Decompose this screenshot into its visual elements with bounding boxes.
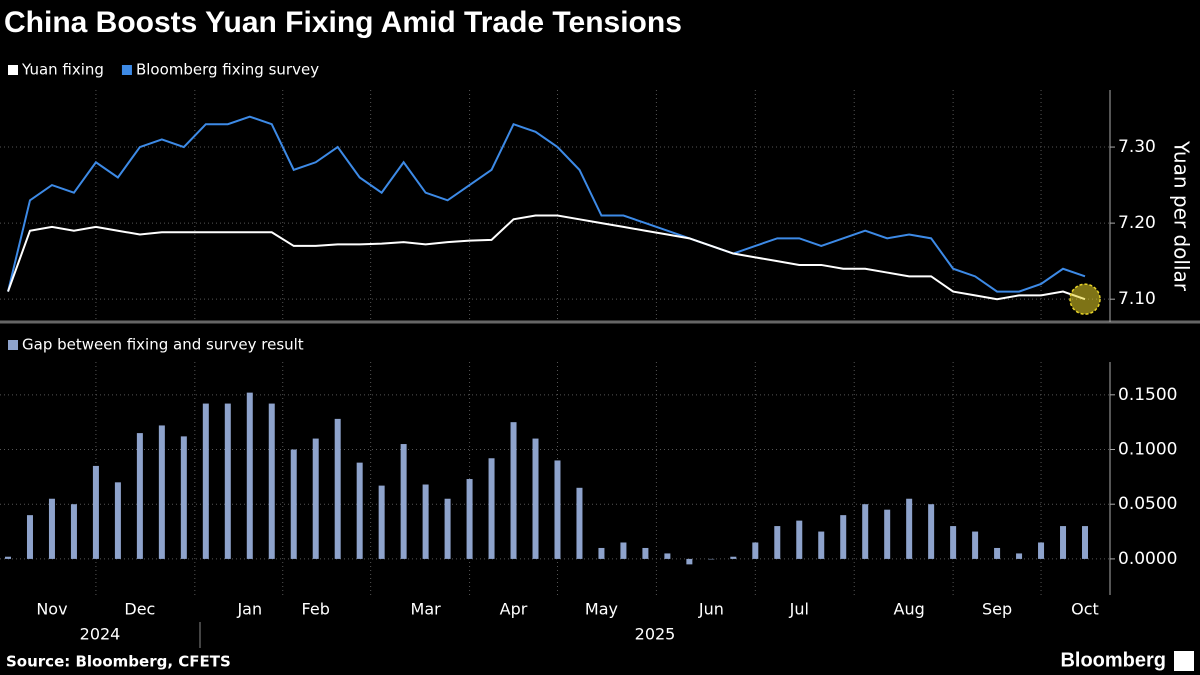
y-tick-label: 7.20	[1118, 213, 1156, 233]
y-tick-label: 0.0000	[1118, 549, 1177, 569]
bar	[1038, 542, 1045, 559]
y-tick-label: 7.30	[1118, 137, 1156, 157]
bar	[422, 484, 429, 559]
chart-title: China Boosts Yuan Fixing Amid Trade Tens…	[4, 6, 682, 39]
bar	[26, 515, 33, 559]
bar	[994, 547, 1001, 559]
bar	[862, 504, 869, 559]
series-line	[7, 115, 1086, 293]
bar	[444, 498, 451, 559]
bar	[246, 392, 253, 559]
x-tick-label: Jun	[698, 600, 724, 619]
bar	[928, 504, 935, 559]
bar	[5, 556, 11, 559]
bar	[1082, 526, 1088, 559]
bar	[620, 542, 627, 559]
bar	[554, 460, 561, 559]
y-tick-label: 0.1000	[1118, 440, 1177, 460]
x-tick-label: Aug	[894, 600, 925, 619]
bar	[884, 509, 891, 559]
bar	[818, 531, 825, 559]
bar	[730, 556, 737, 559]
bar	[1016, 553, 1023, 559]
legend-label: Bloomberg fixing survey	[136, 61, 319, 79]
x-tick-label: Apr	[500, 600, 528, 619]
bar	[664, 553, 671, 559]
x-tick-label: Nov	[36, 600, 67, 619]
series-line	[7, 214, 1086, 301]
legend-swatch	[8, 65, 18, 75]
bar	[906, 498, 913, 559]
legend-swatch	[8, 340, 18, 350]
legend-label: Gap between fixing and survey result	[22, 336, 304, 354]
bar	[202, 403, 209, 559]
x-tick-label: Feb	[302, 600, 330, 619]
bar	[972, 531, 979, 559]
bar	[774, 526, 781, 559]
brand-icon	[1174, 651, 1194, 671]
bar	[158, 425, 165, 559]
bar	[224, 403, 231, 559]
bar	[92, 465, 99, 559]
bar	[642, 547, 649, 559]
bar	[796, 520, 803, 559]
y-tick-label: 0.1500	[1118, 385, 1177, 405]
y-tick-label: 7.10	[1118, 289, 1156, 309]
year-label: 2024	[80, 625, 121, 644]
x-tick-label: May	[585, 600, 618, 619]
legend-swatch	[121, 65, 132, 75]
bar	[180, 436, 187, 559]
bar	[466, 479, 473, 559]
bar	[576, 487, 583, 559]
brand: Bloomberg	[1060, 649, 1166, 671]
bar	[510, 422, 517, 559]
highlight	[1069, 283, 1101, 315]
bar	[70, 504, 77, 559]
bar	[950, 526, 957, 559]
bar	[708, 558, 715, 560]
bar	[334, 418, 341, 559]
bar	[488, 458, 495, 559]
x-tick-label: Sep	[982, 600, 1012, 619]
year-label: 2025	[635, 625, 676, 644]
x-tick-label: Mar	[411, 600, 442, 619]
x-tick-label: Jan	[236, 600, 262, 619]
bar	[136, 433, 143, 559]
bar	[312, 438, 319, 559]
bar	[752, 542, 759, 559]
bar	[400, 444, 407, 559]
bar	[532, 438, 539, 559]
bar	[1060, 526, 1067, 559]
x-tick-label: Oct	[1071, 600, 1099, 619]
legend-label: Yuan fixing	[21, 61, 104, 79]
bar	[840, 515, 847, 559]
bar	[290, 449, 297, 559]
bar	[268, 403, 275, 559]
y-tick-label: 0.0500	[1118, 494, 1177, 514]
x-tick-label: Dec	[124, 600, 155, 619]
bar	[378, 485, 385, 559]
bar	[48, 498, 55, 559]
x-tick-label: Jul	[789, 600, 809, 619]
source: Source: Bloomberg, CFETS	[6, 653, 231, 671]
bar	[686, 558, 693, 565]
bar	[356, 462, 363, 559]
bar	[598, 547, 605, 559]
y-axis-label: Yuan per dollar	[1170, 140, 1194, 292]
bar	[114, 482, 121, 559]
